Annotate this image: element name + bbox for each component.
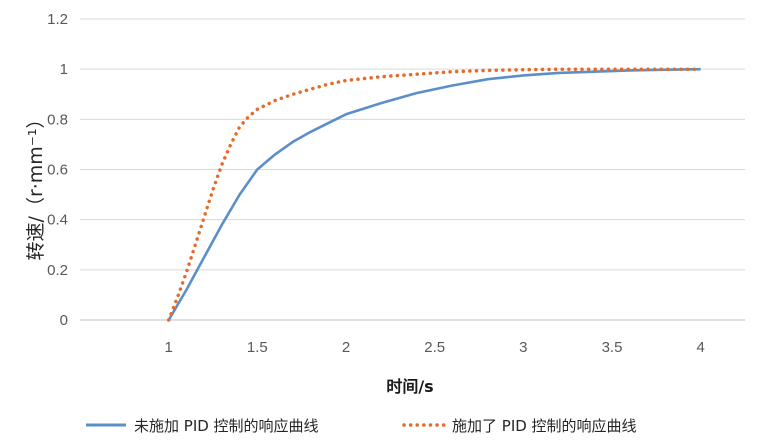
series-lines [166,67,703,322]
x-tick-label: 2 [342,339,350,356]
series-line-unc [167,67,701,321]
y-axis-label: 转速/（r·mm⁻¹） [25,110,47,261]
grid-lines [80,18,745,321]
y-tick-label: 0.6 [47,162,68,179]
x-axis-label: 时间/s [386,377,433,396]
y-tick-labels: 0 0.2 0.4 0.6 0.8 1 1.2 [47,11,68,329]
y-tick-label: 1 [60,61,68,78]
y-tick-label: 1.2 [47,11,68,28]
x-tick-label: 1.5 [247,339,268,356]
y-tick-label: 0.4 [47,212,68,229]
y-tick-label: 0.2 [47,262,68,279]
y-tick-label: 0.8 [47,111,68,128]
legend: 未施加 PID 控制的响应曲线 施加了 PID 控制的响应曲线 [86,417,637,435]
legend-label-unc: 未施加 PID 控制的响应曲线 [134,417,319,435]
y-tick-label: 0 [60,312,68,329]
x-tick-label: 3 [519,339,527,356]
x-tick-label: 2.5 [424,339,445,356]
x-tick-labels: 1 1.5 2 2.5 3 3.5 4 [164,339,704,356]
x-tick-label: 3.5 [602,339,623,356]
legend-label-pid: 施加了 PID 控制的响应曲线 [452,417,637,435]
x-tick-label: 4 [696,339,704,356]
series-line-pid [166,67,703,322]
x-tick-label: 1 [164,339,172,356]
